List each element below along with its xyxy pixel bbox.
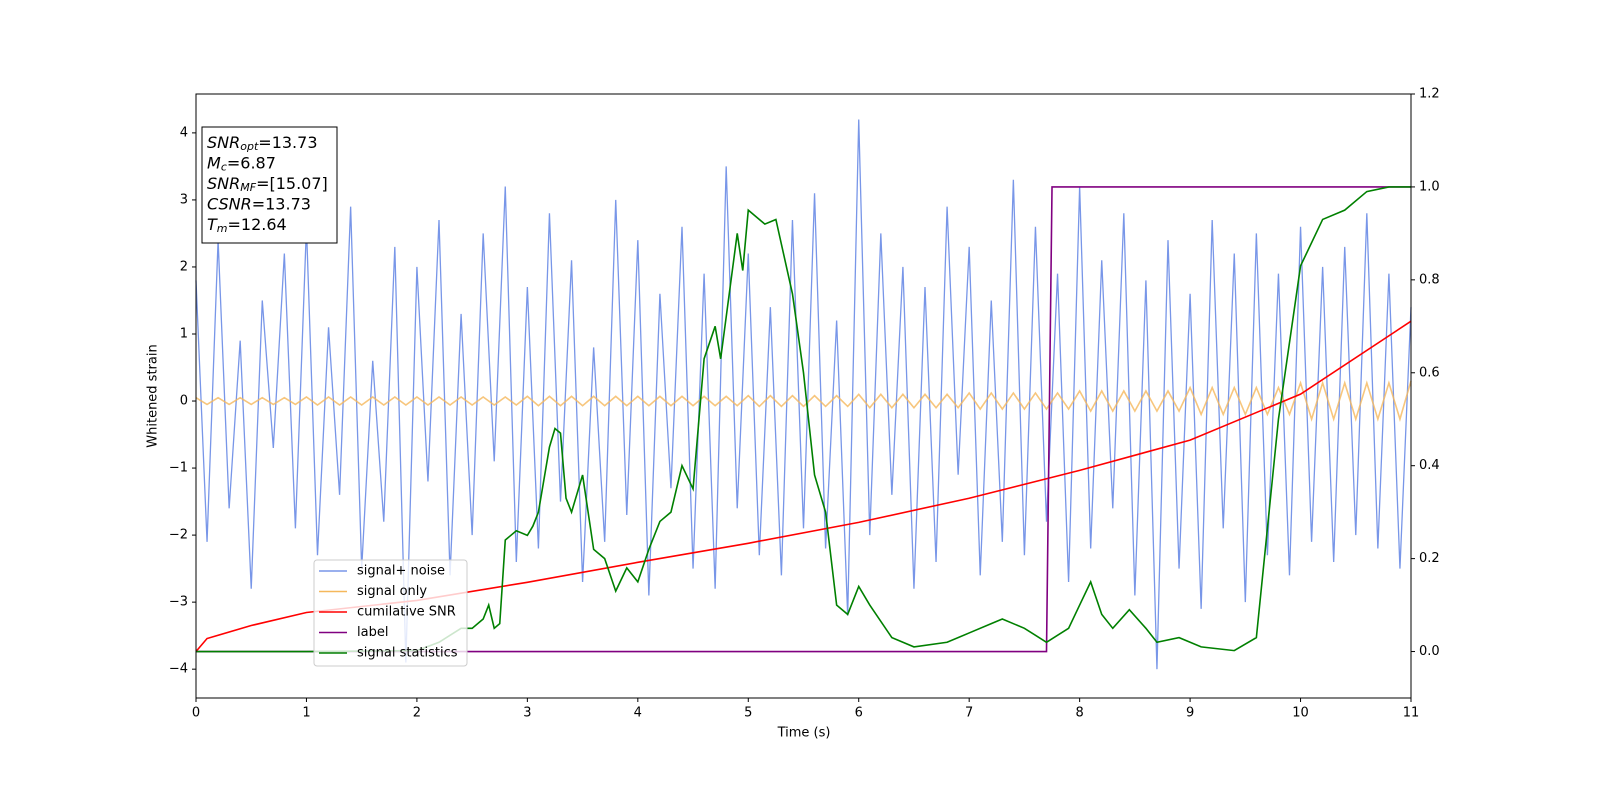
x-tick-label: 0 bbox=[192, 706, 200, 721]
y-tick-label: 1 bbox=[180, 326, 188, 341]
x-tick-label: 5 bbox=[744, 706, 752, 721]
y2-tick-label: 1.0 bbox=[1419, 179, 1440, 194]
y2-tick-label: 0.4 bbox=[1419, 458, 1440, 473]
annotation-line: CSNR=13.73 bbox=[207, 194, 311, 213]
series-line bbox=[196, 186, 1411, 653]
x-tick-label: 6 bbox=[855, 706, 863, 721]
x-tick-label: 4 bbox=[634, 706, 642, 721]
y2-tick-label: 1.2 bbox=[1419, 87, 1440, 102]
x-tick-label: 8 bbox=[1075, 706, 1083, 721]
annotation-line: SNRopt=13.73 bbox=[207, 133, 318, 154]
x-tick-label: 9 bbox=[1186, 706, 1194, 721]
y-tick-label: −4 bbox=[169, 662, 188, 677]
annotation-subscript: c bbox=[221, 161, 227, 174]
y-tick-label: 0 bbox=[180, 394, 188, 409]
annotation-frame bbox=[201, 126, 338, 244]
annotation-box: SNRopt=13.73Mc=6.87SNRMF=[15.07]CSNR=13.… bbox=[201, 126, 338, 244]
annotation-symbol: M bbox=[207, 153, 221, 172]
plot-frame bbox=[195, 93, 1412, 699]
legend-label: signal statistics bbox=[357, 646, 458, 661]
legend-label: signal only bbox=[357, 584, 427, 599]
annotation-line: SNRMF=[15.07] bbox=[207, 174, 328, 195]
y-axis-label: Whitened strain bbox=[146, 344, 161, 447]
y2-tick-label: 0.2 bbox=[1419, 551, 1440, 566]
y-tick-label: 3 bbox=[180, 192, 188, 207]
y2-tick-label: 0.0 bbox=[1419, 644, 1440, 659]
y-tick-label: −3 bbox=[169, 595, 188, 610]
x-axis-label: Time (s) bbox=[777, 726, 831, 741]
annotation-symbol: CSNR bbox=[207, 194, 252, 213]
legend-label: label bbox=[357, 625, 388, 640]
annotation-value: =6.87 bbox=[227, 153, 276, 172]
y-tick-label: 4 bbox=[180, 125, 188, 140]
series-line bbox=[195, 320, 1412, 653]
annotation-symbol: SNR bbox=[207, 133, 240, 152]
series-line bbox=[196, 186, 1411, 653]
x-tick-label: 7 bbox=[965, 706, 973, 721]
x-tick-label: 1 bbox=[302, 706, 310, 721]
y-tick-label: 2 bbox=[180, 259, 188, 274]
annotation-symbol: SNR bbox=[207, 174, 240, 193]
annotation-subscript: m bbox=[217, 222, 228, 235]
annotation-value: =12.64 bbox=[228, 215, 287, 234]
annotation-value: =[15.07] bbox=[256, 174, 328, 193]
annotation-line: Mc=6.87 bbox=[207, 153, 276, 174]
y2-tick-label: 0.8 bbox=[1419, 272, 1440, 287]
annotation-symbol: T bbox=[207, 215, 218, 234]
y-tick-label: −2 bbox=[169, 528, 188, 543]
x-tick-label: 11 bbox=[1403, 706, 1420, 721]
series-line bbox=[195, 119, 1412, 670]
annotation-subscript: opt bbox=[240, 140, 259, 153]
y-tick-label: −1 bbox=[169, 461, 188, 476]
x-tick-label: 10 bbox=[1292, 706, 1309, 721]
legend-label: signal+ noise bbox=[357, 564, 445, 579]
legend-label: cumilative SNR bbox=[357, 605, 456, 620]
annotation-value: =13.73 bbox=[252, 194, 311, 213]
x-tick-label: 3 bbox=[523, 706, 531, 721]
y2-tick-label: 0.6 bbox=[1419, 365, 1440, 380]
series-line bbox=[195, 380, 1412, 422]
legend-frame bbox=[313, 559, 468, 667]
annotation-subscript: MF bbox=[240, 181, 256, 194]
x-tick-label: 2 bbox=[413, 706, 421, 721]
legend: signal+ noise signal only cumilative SNR la… bbox=[313, 559, 468, 667]
annotation-value: =13.73 bbox=[258, 133, 317, 152]
annotation-line: Tm=12.64 bbox=[207, 215, 287, 236]
